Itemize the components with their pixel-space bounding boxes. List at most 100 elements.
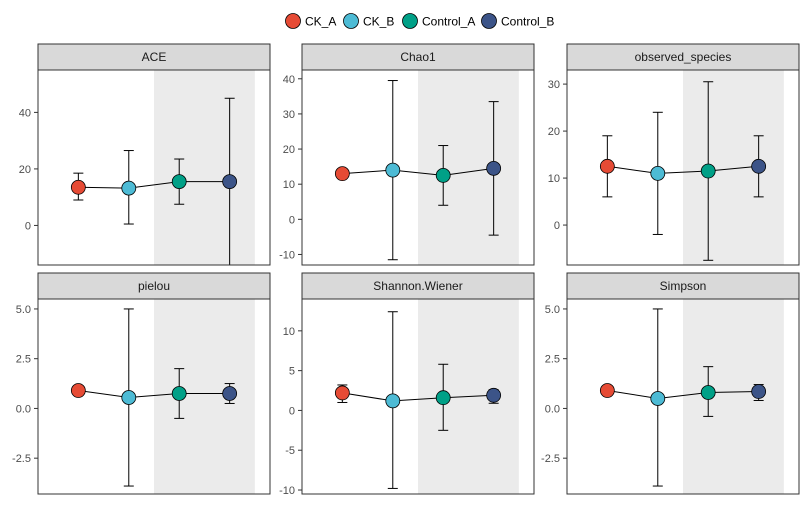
- mean-line: [607, 390, 759, 400]
- legend-label: CK_B: [363, 15, 394, 29]
- mean-line: [342, 167, 494, 176]
- y-tick-label: 0: [289, 214, 295, 226]
- y-tick-label: 40: [283, 74, 295, 86]
- panel-border: [566, 69, 800, 266]
- data-point-ck-b: [121, 180, 137, 196]
- y-tick-label: 20: [548, 126, 560, 138]
- legend-label: Control_A: [422, 15, 475, 29]
- highlight-band: [683, 70, 784, 265]
- y-tick-label: 5: [289, 366, 295, 378]
- data-point-control-a: [700, 163, 716, 179]
- data-point-control-b: [222, 386, 238, 401]
- highlight-band: [154, 70, 255, 265]
- data-point-control-b: [751, 158, 767, 174]
- y-tick-label: 0: [289, 405, 295, 417]
- y-tick-label: 2.5: [545, 354, 560, 366]
- y-tick-label: -10: [279, 485, 295, 497]
- panel-border: [301, 298, 535, 495]
- y-axis: 0 10 20 30: [548, 79, 567, 232]
- y-axis: -10 -5 0 5 10: [279, 326, 302, 497]
- y-tick-label: 20: [19, 164, 31, 176]
- facet-panels: ACE 0 20 40 Chao1 -10 0 10 20 30 40 observed_specie…: [12, 43, 800, 497]
- facet-title: Simpson: [660, 279, 707, 293]
- facet-title: ACE: [142, 50, 167, 64]
- legend-entry-control-b: Control_B: [481, 13, 554, 29]
- panel-border: [301, 69, 535, 266]
- facet-strip: [301, 272, 535, 300]
- legend-label: Control_B: [501, 15, 554, 29]
- legend-entry-ck-b: CK_B: [343, 13, 394, 29]
- legend-entry-control-a: Control_A: [402, 13, 475, 29]
- y-tick-label: -2.5: [12, 453, 31, 465]
- data-point-control-b: [751, 384, 767, 399]
- panel-chao1: Chao1 -10 0 10 20 30 40: [279, 43, 535, 266]
- y-axis: -2.5 0.0 2.5 5.0: [12, 304, 38, 465]
- facet-title: Shannon.Wiener: [373, 279, 462, 293]
- y-tick-label: 10: [548, 173, 560, 185]
- data-point-ck-b: [121, 390, 137, 405]
- mean-line: [78, 390, 230, 399]
- data-point-control-a: [435, 168, 451, 183]
- data-point-ck-a: [70, 383, 86, 398]
- facet-title: Chao1: [400, 50, 436, 64]
- panel-pielou: pielou -2.5 0.0 2.5 5.0: [12, 272, 271, 495]
- data-point-control-b: [486, 387, 502, 403]
- panel-simpson: Simpson -2.5 0.0 2.5 5.0: [541, 272, 800, 495]
- y-tick-label: 5.0: [16, 304, 31, 316]
- y-tick-label: 30: [548, 79, 560, 91]
- y-tick-label: 10: [283, 179, 295, 191]
- data-point-control-a: [700, 385, 716, 400]
- legend: CK_A CK_B Control_A Control_B: [285, 13, 554, 29]
- y-axis: -10 0 10 20 30 40: [279, 74, 302, 261]
- data-point-ck-a: [334, 166, 350, 182]
- data-point-control-a: [171, 174, 187, 190]
- facet-title: pielou: [138, 279, 170, 293]
- data-point-ck-b: [650, 165, 666, 181]
- data-point-ck-b: [385, 162, 401, 178]
- data-point-ck-a: [334, 385, 350, 401]
- data-point-control-b: [486, 160, 502, 176]
- y-axis: -2.5 0.0 2.5 5.0: [541, 304, 567, 465]
- highlight-band: [418, 70, 519, 265]
- y-tick-label: 2.5: [16, 354, 31, 366]
- data-point-control-a: [435, 390, 451, 406]
- data-point-control-b: [222, 174, 238, 190]
- panel-ace: ACE 0 20 40: [19, 43, 271, 266]
- mean-line: [342, 392, 494, 402]
- y-tick-label: 0.0: [16, 403, 31, 415]
- mean-line: [78, 181, 230, 189]
- y-tick-label: 0: [25, 220, 31, 232]
- legend-key: [285, 13, 301, 29]
- mean-line: [607, 165, 759, 174]
- y-tick-label: 0.0: [545, 403, 560, 415]
- y-tick-label: 0: [554, 220, 560, 232]
- panel-shannon-wiener: Shannon.Wiener -10 -5 0 5 10: [279, 272, 535, 497]
- data-point-ck-a: [70, 179, 86, 195]
- data-point-control-a: [171, 386, 187, 401]
- y-tick-label: -10: [279, 249, 295, 261]
- y-tick-label: -2.5: [541, 453, 560, 465]
- data-point-ck-b: [385, 393, 401, 409]
- y-tick-label: 40: [19, 107, 31, 119]
- legend-key: [343, 13, 359, 29]
- highlight-band: [683, 299, 784, 494]
- facet-title: observed_species: [635, 50, 732, 64]
- panel-border: [566, 298, 800, 495]
- y-tick-label: 20: [283, 144, 295, 156]
- data-point-ck-a: [599, 383, 615, 398]
- legend-key: [402, 13, 418, 29]
- facet-strip: [566, 43, 800, 71]
- y-axis: 0 20 40: [19, 107, 38, 232]
- y-tick-label: -5: [285, 445, 295, 457]
- panel-border: [37, 298, 271, 495]
- facet-strip: [37, 272, 271, 300]
- facet-strip: [37, 43, 271, 71]
- data-point-ck-a: [599, 158, 615, 174]
- panel-border: [37, 69, 271, 266]
- highlight-band: [154, 299, 255, 494]
- panel-observed-species: observed_species 0 10 20 30: [548, 43, 800, 266]
- data-point-ck-b: [650, 391, 666, 406]
- legend-key: [481, 13, 497, 29]
- legend-label: CK_A: [305, 15, 336, 29]
